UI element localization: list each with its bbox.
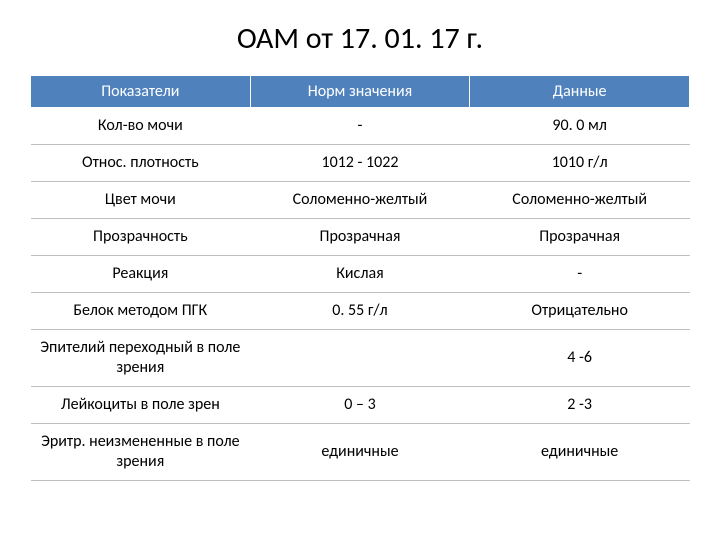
cell-param: Эпителий переходный в поле зрения [31, 330, 251, 387]
cell-data: 90. 0 мл [470, 108, 690, 145]
table-row: Кол-во мочи - 90. 0 мл [31, 108, 690, 145]
cell-param: Белок методом ПГК [31, 293, 251, 330]
cell-norm: Соломенно-желтый [250, 182, 470, 219]
results-table: Показатели Норм значения Данные Кол-во м… [30, 75, 690, 481]
cell-param: Реакция [31, 256, 251, 293]
cell-norm: Кислая [250, 256, 470, 293]
page-title: ОАМ от 17. 01. 17 г. [30, 20, 690, 57]
cell-data: 1010 г/л [470, 145, 690, 182]
table-row: Цвет мочи Соломенно-желтый Соломенно-жел… [31, 182, 690, 219]
table-header-row: Показатели Норм значения Данные [31, 76, 690, 108]
table-row: Белок методом ПГК 0. 55 г/л Отрицательно [31, 293, 690, 330]
cell-norm: единичные [250, 424, 470, 481]
table-row: Относ. плотность 1012 - 1022 1010 г/л [31, 145, 690, 182]
cell-norm: 1012 - 1022 [250, 145, 470, 182]
cell-norm: - [250, 108, 470, 145]
col-header-param: Показатели [31, 76, 251, 108]
cell-param: Лейкоциты в поле зрен [31, 387, 251, 424]
cell-param: Относ. плотность [31, 145, 251, 182]
table-body: Кол-во мочи - 90. 0 мл Относ. плотность … [31, 108, 690, 481]
cell-param: Эритр. неизмененные в поле зрения [31, 424, 251, 481]
cell-data: - [470, 256, 690, 293]
cell-param: Цвет мочи [31, 182, 251, 219]
cell-data: Прозрачная [470, 219, 690, 256]
cell-param: Кол-во мочи [31, 108, 251, 145]
col-header-norm: Норм значения [250, 76, 470, 108]
cell-param: Прозрачность [31, 219, 251, 256]
cell-data: Отрицательно [470, 293, 690, 330]
cell-data: единичные [470, 424, 690, 481]
table-row: Лейкоциты в поле зрен 0 – 3 2 -3 [31, 387, 690, 424]
table-row: Эпителий переходный в поле зрения 4 -6 [31, 330, 690, 387]
table-row: Прозрачность Прозрачная Прозрачная [31, 219, 690, 256]
table-row: Эритр. неизмененные в поле зрения единич… [31, 424, 690, 481]
cell-norm: Прозрачная [250, 219, 470, 256]
cell-norm: 0 – 3 [250, 387, 470, 424]
cell-norm [250, 330, 470, 387]
cell-data: 4 -6 [470, 330, 690, 387]
cell-norm: 0. 55 г/л [250, 293, 470, 330]
cell-data: Соломенно-желтый [470, 182, 690, 219]
cell-data: 2 -3 [470, 387, 690, 424]
col-header-data: Данные [470, 76, 690, 108]
table-row: Реакция Кислая - [31, 256, 690, 293]
